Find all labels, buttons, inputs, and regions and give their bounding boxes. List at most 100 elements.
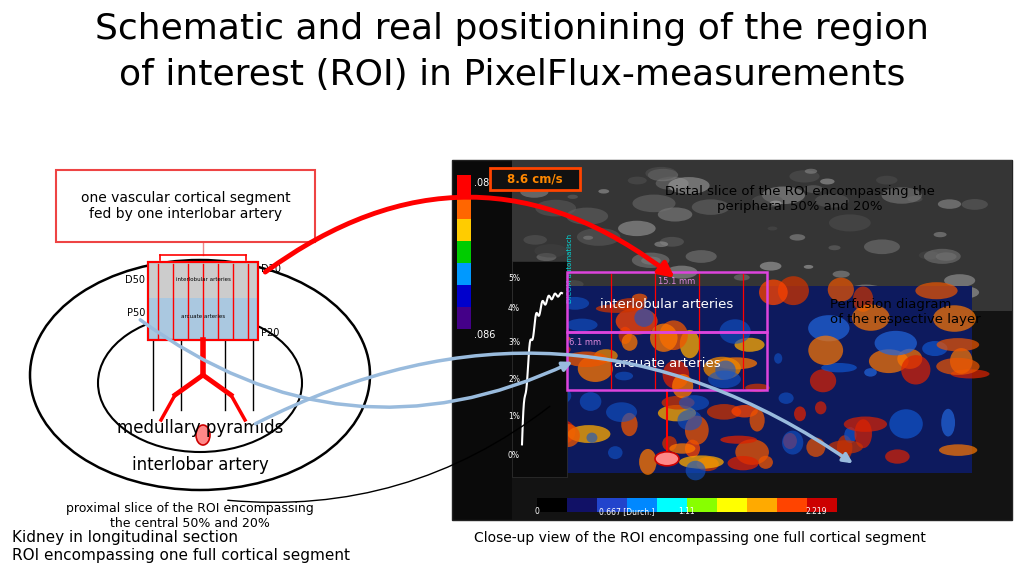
Text: medullary pyramids: medullary pyramids bbox=[117, 419, 284, 437]
Ellipse shape bbox=[536, 200, 577, 217]
Ellipse shape bbox=[815, 401, 826, 414]
Text: 1%: 1% bbox=[508, 412, 520, 421]
Ellipse shape bbox=[615, 308, 657, 335]
Ellipse shape bbox=[532, 334, 570, 343]
Text: 6.1 mm: 6.1 mm bbox=[569, 338, 601, 347]
Bar bbox=[542, 286, 812, 473]
Ellipse shape bbox=[567, 195, 578, 199]
Ellipse shape bbox=[196, 425, 210, 445]
Ellipse shape bbox=[608, 446, 623, 459]
Bar bbox=[457, 197, 471, 219]
Text: ROI encompassing one full cortical segment: ROI encompassing one full cortical segme… bbox=[12, 548, 350, 563]
Ellipse shape bbox=[827, 278, 854, 302]
Ellipse shape bbox=[537, 253, 556, 261]
FancyArrowPatch shape bbox=[140, 320, 569, 407]
Ellipse shape bbox=[804, 185, 823, 193]
Ellipse shape bbox=[790, 234, 805, 241]
Ellipse shape bbox=[837, 435, 852, 460]
Ellipse shape bbox=[707, 404, 741, 420]
Ellipse shape bbox=[618, 327, 632, 344]
Bar bbox=[597, 498, 627, 512]
Ellipse shape bbox=[897, 349, 923, 369]
Bar bbox=[807, 498, 837, 512]
Ellipse shape bbox=[659, 320, 688, 350]
Ellipse shape bbox=[598, 189, 609, 194]
Ellipse shape bbox=[548, 298, 585, 312]
Ellipse shape bbox=[938, 199, 962, 209]
Ellipse shape bbox=[828, 245, 841, 250]
Ellipse shape bbox=[808, 315, 850, 342]
Text: 8.6 cm/s: 8.6 cm/s bbox=[507, 172, 563, 185]
Ellipse shape bbox=[907, 196, 923, 202]
Bar bbox=[148, 262, 258, 340]
Text: 2%: 2% bbox=[508, 375, 520, 384]
Ellipse shape bbox=[934, 232, 946, 237]
Ellipse shape bbox=[655, 177, 688, 190]
Ellipse shape bbox=[696, 457, 719, 471]
Bar bbox=[457, 307, 471, 329]
Text: .086: .086 bbox=[474, 178, 496, 188]
Ellipse shape bbox=[622, 334, 638, 351]
Ellipse shape bbox=[759, 456, 773, 469]
Text: 0: 0 bbox=[535, 507, 540, 516]
Text: 3%: 3% bbox=[508, 338, 520, 347]
Ellipse shape bbox=[686, 250, 717, 263]
Bar bbox=[490, 168, 580, 190]
Ellipse shape bbox=[778, 392, 794, 404]
Ellipse shape bbox=[745, 384, 770, 392]
Ellipse shape bbox=[950, 348, 973, 374]
Text: 4%: 4% bbox=[508, 304, 520, 313]
Ellipse shape bbox=[596, 304, 638, 313]
Ellipse shape bbox=[645, 167, 677, 180]
Ellipse shape bbox=[679, 456, 724, 469]
Ellipse shape bbox=[815, 194, 849, 207]
Ellipse shape bbox=[618, 221, 655, 236]
Ellipse shape bbox=[535, 244, 567, 257]
Ellipse shape bbox=[541, 291, 584, 309]
Ellipse shape bbox=[703, 357, 740, 380]
Text: Kidney in longitudinal section: Kidney in longitudinal section bbox=[12, 530, 238, 545]
Ellipse shape bbox=[692, 199, 730, 215]
Ellipse shape bbox=[864, 240, 900, 254]
Bar bbox=[512, 261, 567, 477]
Ellipse shape bbox=[806, 438, 825, 457]
Ellipse shape bbox=[685, 439, 700, 457]
Ellipse shape bbox=[566, 319, 598, 331]
Bar bbox=[627, 498, 657, 512]
Text: D20: D20 bbox=[261, 264, 281, 274]
Bar bbox=[777, 498, 807, 512]
Ellipse shape bbox=[846, 285, 886, 301]
Ellipse shape bbox=[715, 361, 735, 380]
Ellipse shape bbox=[528, 323, 561, 347]
Ellipse shape bbox=[864, 368, 877, 377]
Bar bbox=[512, 311, 1012, 520]
Ellipse shape bbox=[759, 279, 787, 305]
Ellipse shape bbox=[820, 179, 835, 184]
Ellipse shape bbox=[790, 170, 819, 183]
Ellipse shape bbox=[852, 305, 890, 331]
Text: 0%: 0% bbox=[508, 450, 520, 460]
Ellipse shape bbox=[936, 252, 956, 261]
Ellipse shape bbox=[659, 237, 684, 247]
Ellipse shape bbox=[794, 407, 806, 421]
Text: arcuate arteries: arcuate arteries bbox=[613, 357, 720, 370]
Bar bbox=[717, 498, 746, 512]
Ellipse shape bbox=[919, 251, 939, 259]
Text: P50: P50 bbox=[127, 308, 145, 318]
Ellipse shape bbox=[924, 249, 961, 264]
Ellipse shape bbox=[686, 461, 706, 480]
Ellipse shape bbox=[594, 349, 617, 362]
Ellipse shape bbox=[915, 282, 957, 299]
Text: D50: D50 bbox=[125, 275, 145, 285]
Ellipse shape bbox=[566, 207, 608, 225]
Ellipse shape bbox=[874, 331, 916, 355]
Ellipse shape bbox=[669, 177, 710, 194]
Text: .086: .086 bbox=[474, 330, 496, 340]
Ellipse shape bbox=[734, 338, 765, 352]
Ellipse shape bbox=[606, 402, 637, 422]
Ellipse shape bbox=[854, 419, 872, 448]
Text: Distal slice of the ROI encompassing the
peripheral 50% and 20%: Distal slice of the ROI encompassing the… bbox=[665, 185, 935, 213]
Ellipse shape bbox=[768, 226, 777, 230]
Ellipse shape bbox=[853, 286, 873, 312]
Ellipse shape bbox=[716, 357, 757, 369]
